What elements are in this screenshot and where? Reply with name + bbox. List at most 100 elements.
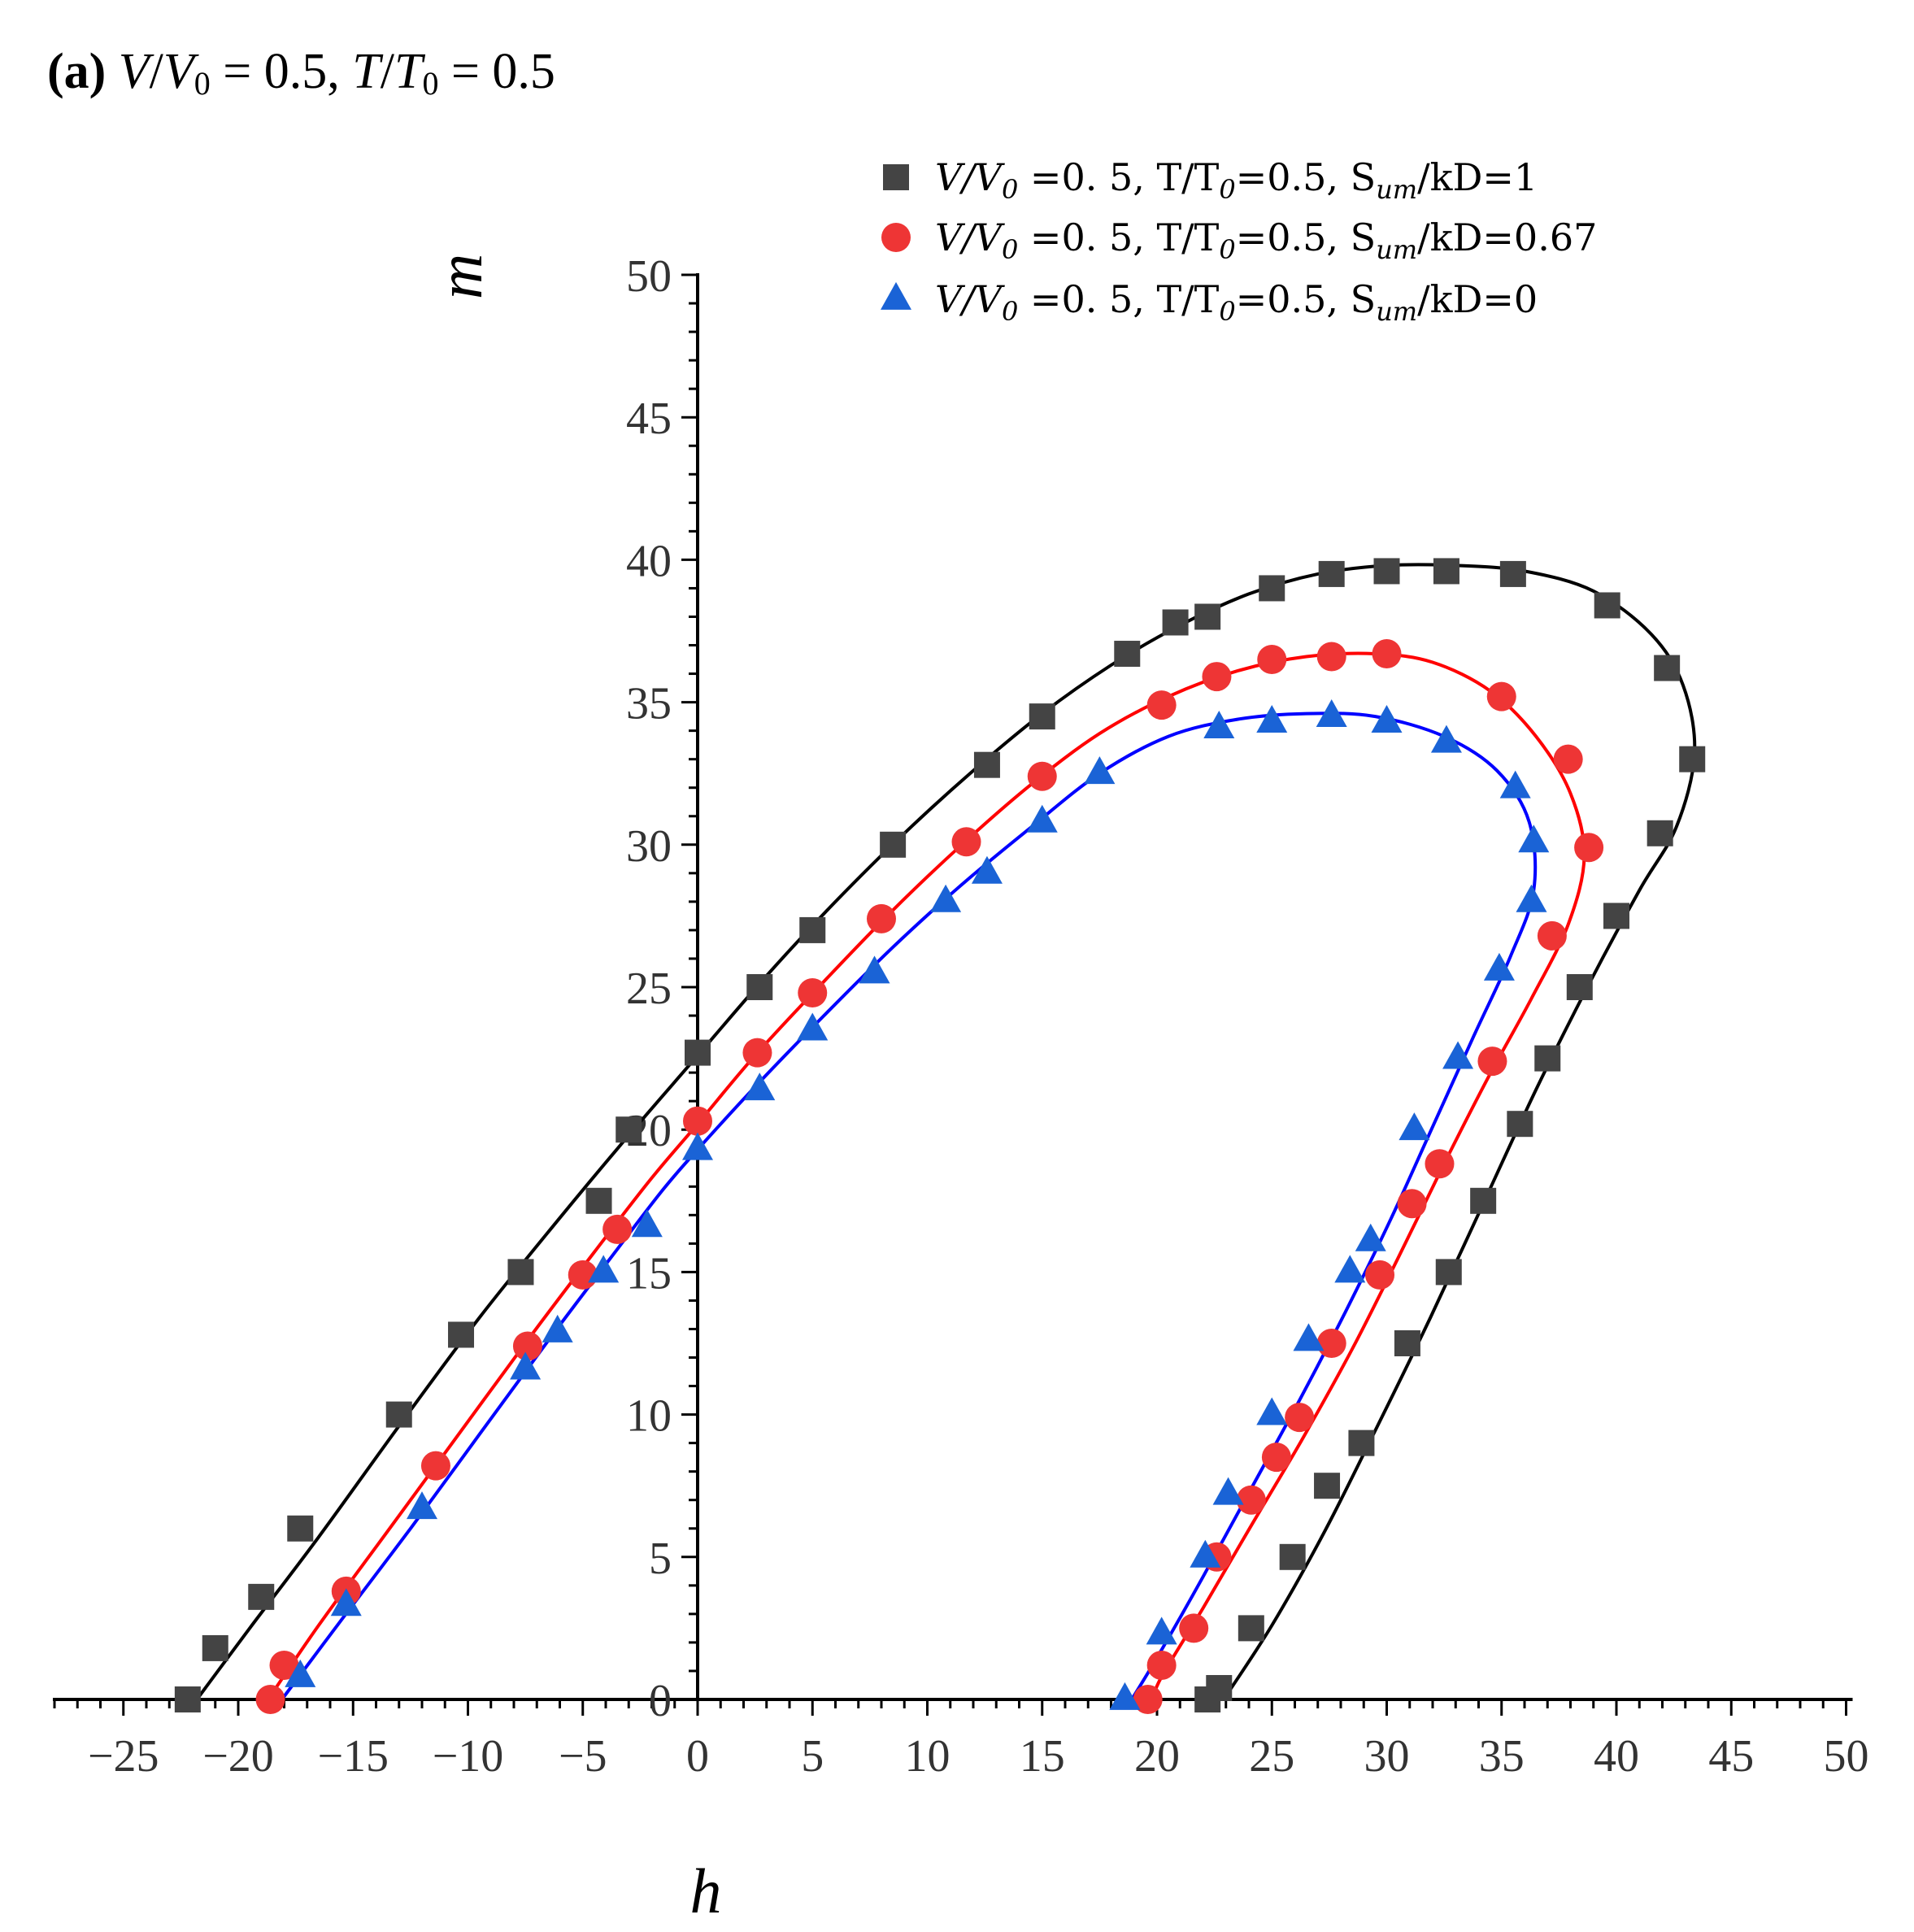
x-tick-label: 20: [1134, 1731, 1180, 1782]
circle-marker: [1316, 642, 1346, 672]
y-tick-label: 0: [649, 1676, 672, 1726]
title-slash2: /: [381, 44, 395, 99]
title-eq2: = 0.5: [438, 44, 555, 99]
circle-marker: [1574, 833, 1604, 863]
circle-marker: [1202, 662, 1232, 692]
circle-marker: [1316, 1329, 1346, 1358]
triangle-marker: [1483, 952, 1515, 981]
triangle-marker: [1316, 699, 1347, 728]
legend-circle-marker: [881, 223, 911, 252]
y-tick-label: 10: [626, 1391, 672, 1442]
circle-marker: [1179, 1613, 1209, 1643]
square-marker: [799, 916, 826, 943]
legend-label: V/V0 =0. 5, T/T0=0.5, Sum/kD=1: [935, 155, 1538, 205]
triangle-marker: [510, 1351, 542, 1380]
circle-marker: [1257, 645, 1287, 675]
x-tick-label: 25: [1249, 1731, 1294, 1782]
square-marker: [1194, 1686, 1221, 1712]
square-marker: [1603, 903, 1629, 929]
circle-marker: [269, 1650, 299, 1680]
fit-curve-sum-kd-0-67: [267, 651, 1586, 1701]
square-marker: [448, 1321, 475, 1348]
triangle-marker: [930, 884, 962, 912]
legend: V/V0 =0. 5, T/T0=0.5, Sum/kD=1 V/V0 =0. 5…: [881, 155, 1597, 327]
title-v: V: [119, 44, 154, 99]
triangle-marker: [1109, 1682, 1141, 1710]
triangle-marker: [330, 1588, 362, 1617]
square-marker: [1318, 560, 1345, 587]
square-marker: [1646, 820, 1673, 846]
x-tick-label: −25: [88, 1731, 159, 1782]
triangle-marker: [971, 855, 1003, 884]
title-v0-sub: 0: [194, 65, 211, 102]
square-marker: [1194, 603, 1221, 630]
triangle-marker: [407, 1491, 437, 1520]
circle-marker: [1146, 1650, 1177, 1680]
circle-marker: [1397, 1189, 1427, 1219]
circle-marker: [1425, 1149, 1455, 1179]
circle-marker: [602, 1214, 633, 1244]
x-tick-label: 40: [1594, 1731, 1639, 1782]
y-tick-label: 45: [626, 394, 672, 444]
triangle-marker: [1355, 1223, 1386, 1251]
triangle-marker: [631, 1209, 663, 1238]
legend-triangle-marker: [881, 281, 911, 310]
legend-label: V/V0 =0. 5, T/T0=0.5, Sum/kD=0: [935, 277, 1538, 327]
x-axis-label: h: [690, 1856, 722, 1926]
triangle-marker: [1399, 1112, 1430, 1141]
square-marker: [746, 974, 773, 1000]
y-tick-label: 40: [626, 536, 672, 586]
circle-marker: [951, 827, 981, 857]
x-tick-label: 5: [801, 1731, 824, 1782]
x-tick-label: 50: [1824, 1731, 1869, 1782]
square-marker: [202, 1634, 228, 1661]
axes: −25 −20 −15 −10 −5 0 5 10 15 20 25 30 35 40 45 50 0 5 10 15…: [53, 251, 1869, 1782]
square-marker: [1029, 703, 1055, 730]
circle-marker: [1261, 1442, 1291, 1473]
square-marker: [1162, 609, 1189, 636]
triangle-marker: [1430, 724, 1462, 753]
panel-title: (a) V/V0 = 0.5, T/T0 = 0.5: [47, 44, 555, 102]
square-marker: [616, 1116, 642, 1143]
title-v0: V: [163, 44, 199, 99]
triangle-marker: [1334, 1255, 1366, 1283]
circle-marker: [1477, 1046, 1507, 1077]
square-marker: [1594, 592, 1620, 619]
x-tick-label: −5: [559, 1731, 607, 1782]
square-marker: [1654, 655, 1681, 681]
x-tick-label: −10: [433, 1731, 504, 1782]
square-marker: [585, 1187, 612, 1214]
y-tick-label: 50: [626, 251, 672, 302]
legend-square-marker: [883, 164, 909, 190]
square-marker: [685, 1039, 711, 1066]
y-axis-label: m: [424, 254, 495, 299]
y-tick-label: 25: [626, 964, 672, 1014]
y-tick-label: 35: [626, 679, 672, 729]
title-eq1: = 0.5,: [211, 44, 352, 99]
triangle-marker: [1084, 756, 1116, 785]
triangle-marker: [1212, 1477, 1244, 1505]
circle-marker: [742, 1038, 772, 1068]
triangle-marker: [1293, 1323, 1325, 1351]
square-marker: [880, 831, 907, 858]
triangle-marker: [859, 955, 890, 984]
square-marker: [1566, 974, 1593, 1000]
square-marker: [1394, 1330, 1420, 1356]
legend-label: V/V0 =0. 5, T/T0=0.5, Sum/kD=0.67: [935, 215, 1597, 265]
fit-curves: [195, 563, 1697, 1701]
triangle-marker: [1516, 884, 1547, 912]
circle-marker: [255, 1685, 285, 1714]
square-marker: [1499, 560, 1526, 587]
x-tick-label: 35: [1479, 1731, 1525, 1782]
series-2-markers: [255, 639, 1604, 1714]
triangle-marker: [1442, 1041, 1474, 1069]
square-marker: [1534, 1045, 1561, 1072]
triangle-marker: [285, 1659, 316, 1687]
circle-marker: [1285, 1403, 1315, 1433]
triangle-marker: [1371, 705, 1403, 733]
square-marker: [385, 1401, 412, 1428]
square-marker: [1259, 575, 1285, 602]
square-marker: [1114, 641, 1141, 668]
square-marker: [1433, 558, 1459, 585]
square-marker: [1238, 1615, 1264, 1642]
